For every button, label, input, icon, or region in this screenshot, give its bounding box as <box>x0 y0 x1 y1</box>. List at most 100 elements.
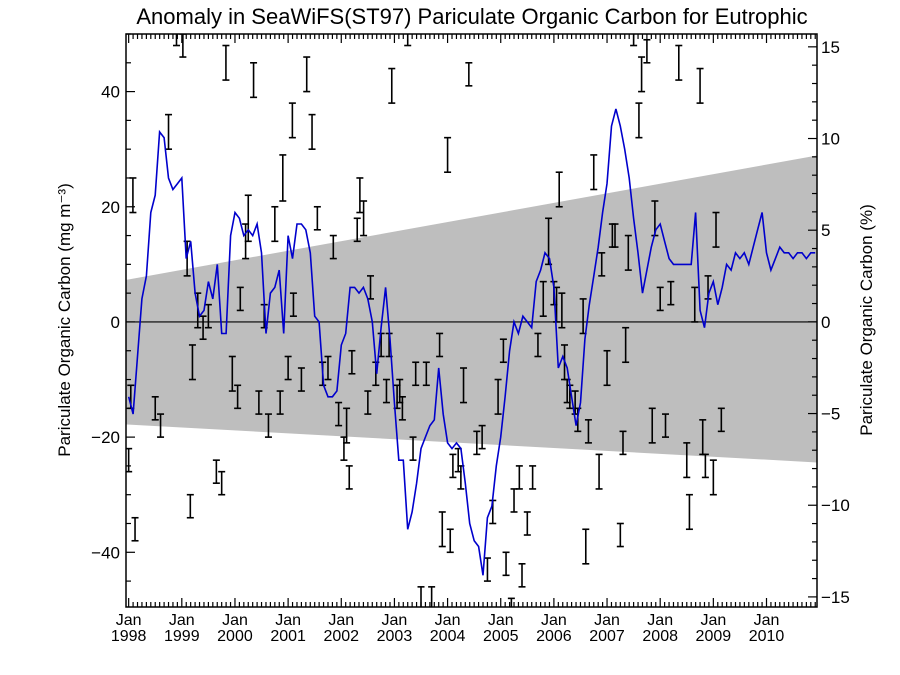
error-bar <box>449 453 457 479</box>
error-bar <box>603 349 611 387</box>
error-bar <box>218 470 226 496</box>
error-bar <box>590 154 598 191</box>
error-bar <box>186 493 194 519</box>
x-tick-label-year: 2003 <box>377 628 413 645</box>
error-bar <box>388 67 396 104</box>
error-bar <box>616 522 624 548</box>
error-bar <box>279 154 287 202</box>
x-tick-label-month: Jan <box>382 612 408 629</box>
error-bar <box>297 367 305 392</box>
error-bar <box>539 280 547 317</box>
error-bar <box>228 355 236 392</box>
error-bar <box>683 442 691 479</box>
x-tick-label-year: 2006 <box>536 628 572 645</box>
error-bar <box>343 407 351 444</box>
error-bar <box>234 384 242 410</box>
error-bar <box>303 56 311 93</box>
x-tick-label-month: Jan <box>222 612 248 629</box>
chart-title: Anomaly in SeaWiFS(ST97) Pariculate Orga… <box>136 4 807 29</box>
x-tick-label-year: 2008 <box>642 628 678 645</box>
error-bar <box>611 223 619 248</box>
y-left-tick-label: 20 <box>101 198 120 217</box>
error-bar <box>638 56 646 93</box>
error-bar <box>151 396 159 421</box>
error-bar <box>289 292 297 317</box>
error-bar <box>428 586 436 607</box>
error-bar <box>364 390 372 415</box>
error-bar <box>436 332 444 358</box>
error-bar <box>584 419 592 444</box>
y-left-tick-label: 40 <box>101 83 120 102</box>
error-bar <box>313 205 321 231</box>
error-bar <box>656 286 664 312</box>
error-bar <box>701 453 709 479</box>
x-tick-label-year: 2004 <box>430 628 466 645</box>
x-tick-label-month: Jan <box>647 612 673 629</box>
y-right-tick-label: 0 <box>821 313 830 332</box>
error-bar <box>131 516 139 542</box>
error-bar <box>622 326 630 364</box>
error-bar <box>507 597 515 607</box>
error-bars <box>126 34 725 607</box>
error-bar <box>244 194 252 243</box>
error-bar <box>353 217 361 243</box>
x-tick-label-year: 1999 <box>164 628 200 645</box>
error-bar <box>523 511 531 536</box>
x-tick-label-month: Jan <box>116 612 142 629</box>
error-bar <box>483 557 491 582</box>
error-bar <box>518 563 526 588</box>
error-bar <box>675 44 683 81</box>
error-bar <box>382 378 390 404</box>
x-tick-label-year: 2001 <box>270 628 306 645</box>
x-tick-label-year: 2009 <box>696 628 732 645</box>
error-bar <box>236 286 244 312</box>
error-bar <box>335 401 343 427</box>
x-axis: Jan1998Jan1999Jan2000Jan2001Jan2002Jan20… <box>111 34 816 645</box>
error-bar <box>648 407 656 444</box>
error-bar <box>643 38 651 64</box>
error-bar <box>624 234 632 271</box>
band-area <box>126 155 817 463</box>
error-bar <box>696 67 704 104</box>
error-bar <box>460 367 468 404</box>
error-bar <box>478 424 486 450</box>
x-tick-label-month: Jan <box>594 612 620 629</box>
error-bar <box>255 390 263 415</box>
error-bar <box>712 211 720 248</box>
error-bar <box>412 361 420 387</box>
error-bar <box>717 407 725 433</box>
anomaly-line-series <box>127 108 816 576</box>
error-bar <box>165 113 173 150</box>
x-tick-label-year: 2000 <box>217 628 253 645</box>
error-bar <box>667 280 675 306</box>
error-bar <box>360 200 368 237</box>
x-tick-label-year: 2002 <box>323 628 359 645</box>
y-left-tick-label: −20 <box>91 428 120 447</box>
error-bar <box>324 355 332 381</box>
y-left-tick-label: 0 <box>111 313 120 332</box>
error-bar <box>212 459 220 484</box>
error-bar <box>446 528 454 554</box>
y-right-tick-label: −10 <box>821 496 850 515</box>
x-tick-label-year: 2010 <box>749 628 785 645</box>
x-tick-label-year: 2005 <box>483 628 519 645</box>
error-bar <box>685 493 693 531</box>
error-bar <box>595 453 603 490</box>
error-bar <box>534 332 542 358</box>
x-tick-label-month: Jan <box>169 612 195 629</box>
y-axis-left-label: Pariculate Organic Carbon (mg m⁻³) <box>55 183 74 457</box>
error-bar <box>204 303 212 329</box>
error-bar <box>635 102 643 139</box>
y-axis-right: −15 −10 −5 0 5 10 15 <box>808 38 850 607</box>
error-bar <box>494 378 502 415</box>
error-bar <box>329 234 337 260</box>
error-bar <box>555 171 563 208</box>
error-bar <box>499 338 507 364</box>
error-bar <box>473 430 481 456</box>
y-left-tick-label: −40 <box>91 543 120 562</box>
x-tick-label-month: Jan <box>488 612 514 629</box>
plot-border <box>125 33 818 608</box>
error-bar <box>515 465 523 490</box>
error-bar <box>465 61 473 87</box>
